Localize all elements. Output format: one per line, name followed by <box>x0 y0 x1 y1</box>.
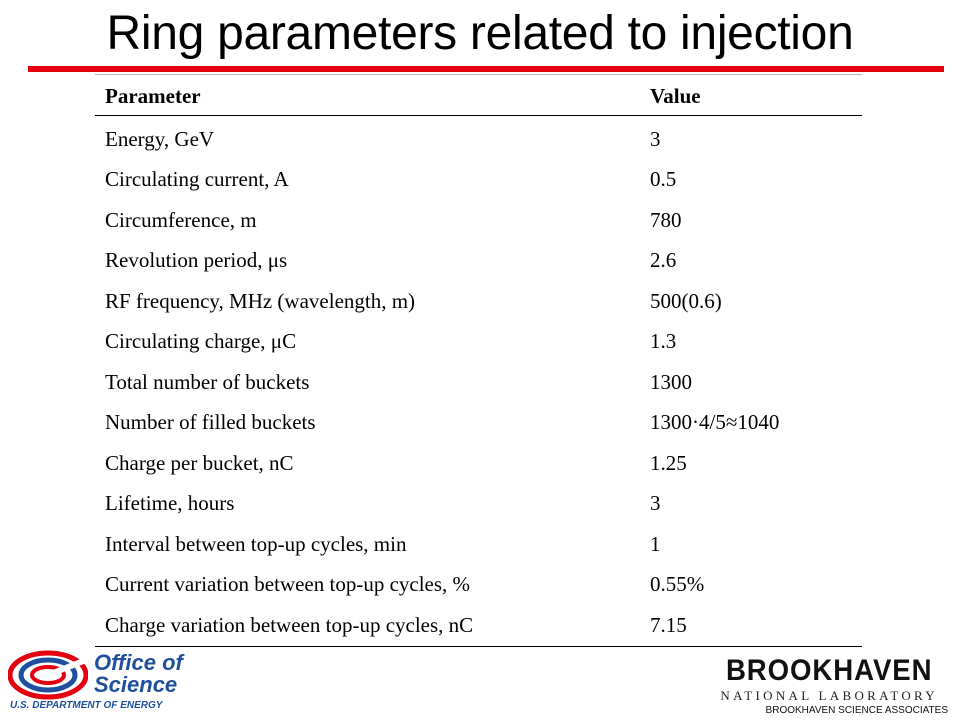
row-value: 0.5 <box>650 167 677 192</box>
logo-science: Science <box>94 672 178 697</box>
row-value: 1.25 <box>650 450 687 475</box>
row-parameter: Lifetime, hours <box>105 491 235 516</box>
logo-office-of: Office of <box>94 650 183 675</box>
row-value: 1.3 <box>650 329 677 354</box>
row-value: 500(0.6) <box>650 288 722 313</box>
doe-emblem-icon <box>8 650 88 700</box>
table-header: Parameter Value <box>95 77 862 116</box>
row-value: 1300 <box>650 369 692 394</box>
row-value: 2.6 <box>650 248 677 273</box>
row-parameter: Current variation between top-up cycles,… <box>105 572 471 597</box>
table-row: Current variation between top-up cycles,… <box>95 565 862 606</box>
table-row: Charge variation between top-up cycles, … <box>95 605 862 646</box>
table-row: Number of filled buckets 1300·4/5≈1040 <box>95 403 862 444</box>
parameter-table: Parameter Value Energy, GeV 3 Circulating … <box>95 77 862 647</box>
row-value: 0.55% <box>650 572 705 597</box>
table-row: Circumference, m 780 <box>95 200 862 241</box>
brookhaven-logo: BROOKHAVEN NATIONAL LABORATORY BROOKHAVE… <box>720 654 960 720</box>
row-parameter: Circulating charge, μC <box>105 329 297 354</box>
table-row: RF frequency, MHz (wavelength, m) 500(0.6… <box>95 281 862 322</box>
row-parameter: Charge per bucket, nC <box>105 450 294 475</box>
row-parameter: Interval between top-up cycles, min <box>105 531 407 556</box>
row-value: 7.15 <box>650 612 687 637</box>
brookhaven-wordmark: BROOKHAVEN <box>725 654 932 687</box>
row-parameter: Circulating current, A <box>105 167 289 192</box>
table-row: Interval between top-up cycles, min 1 <box>95 524 862 565</box>
row-parameter: Revolution period, μs <box>105 248 288 273</box>
table-row: Energy, GeV 3 <box>95 119 862 160</box>
title-underline-thin <box>95 74 862 75</box>
row-value: 1300·4/5≈1040 <box>650 410 780 435</box>
row-parameter: Total number of buckets <box>105 369 310 394</box>
table-row: Circulating charge, μC 1.3 <box>95 322 862 363</box>
associates-text: BROOKHAVEN SCIENCE ASSOCIATES <box>765 705 948 716</box>
table-body: Energy, GeV 3 Circulating current, A 0.5 Cir… <box>95 116 862 647</box>
row-value: 3 <box>650 126 661 151</box>
row-value: 780 <box>650 207 682 232</box>
table-row: Revolution period, μs 2.6 <box>95 241 862 282</box>
national-laboratory-text: NATIONAL LABORATORY <box>720 688 938 703</box>
title-underline-bar <box>28 66 944 72</box>
row-parameter: Circumference, m <box>105 207 257 232</box>
header-parameter: Parameter <box>105 83 201 108</box>
table-row: Total number of buckets 1300 <box>95 362 862 403</box>
table-row: Charge per bucket, nC 1.25 <box>95 443 862 484</box>
row-parameter: RF frequency, MHz (wavelength, m) <box>105 288 416 313</box>
header-value: Value <box>650 83 701 108</box>
office-of-science-logo: Office of Science U.S. DEPARTMENT OF ENE… <box>8 648 198 714</box>
row-parameter: Number of filled buckets <box>105 410 316 435</box>
row-value: 3 <box>650 491 661 516</box>
row-parameter: Charge variation between top-up cycles, … <box>105 612 474 637</box>
table-row: Lifetime, hours 3 <box>95 484 862 525</box>
slide-title: Ring parameters related to injection <box>106 7 854 60</box>
row-parameter: Energy, GeV <box>105 126 215 151</box>
table-row: Circulating current, A 0.5 <box>95 160 862 201</box>
logo-doe: U.S. DEPARTMENT OF ENERGY <box>10 700 163 711</box>
row-value: 1 <box>650 531 661 556</box>
